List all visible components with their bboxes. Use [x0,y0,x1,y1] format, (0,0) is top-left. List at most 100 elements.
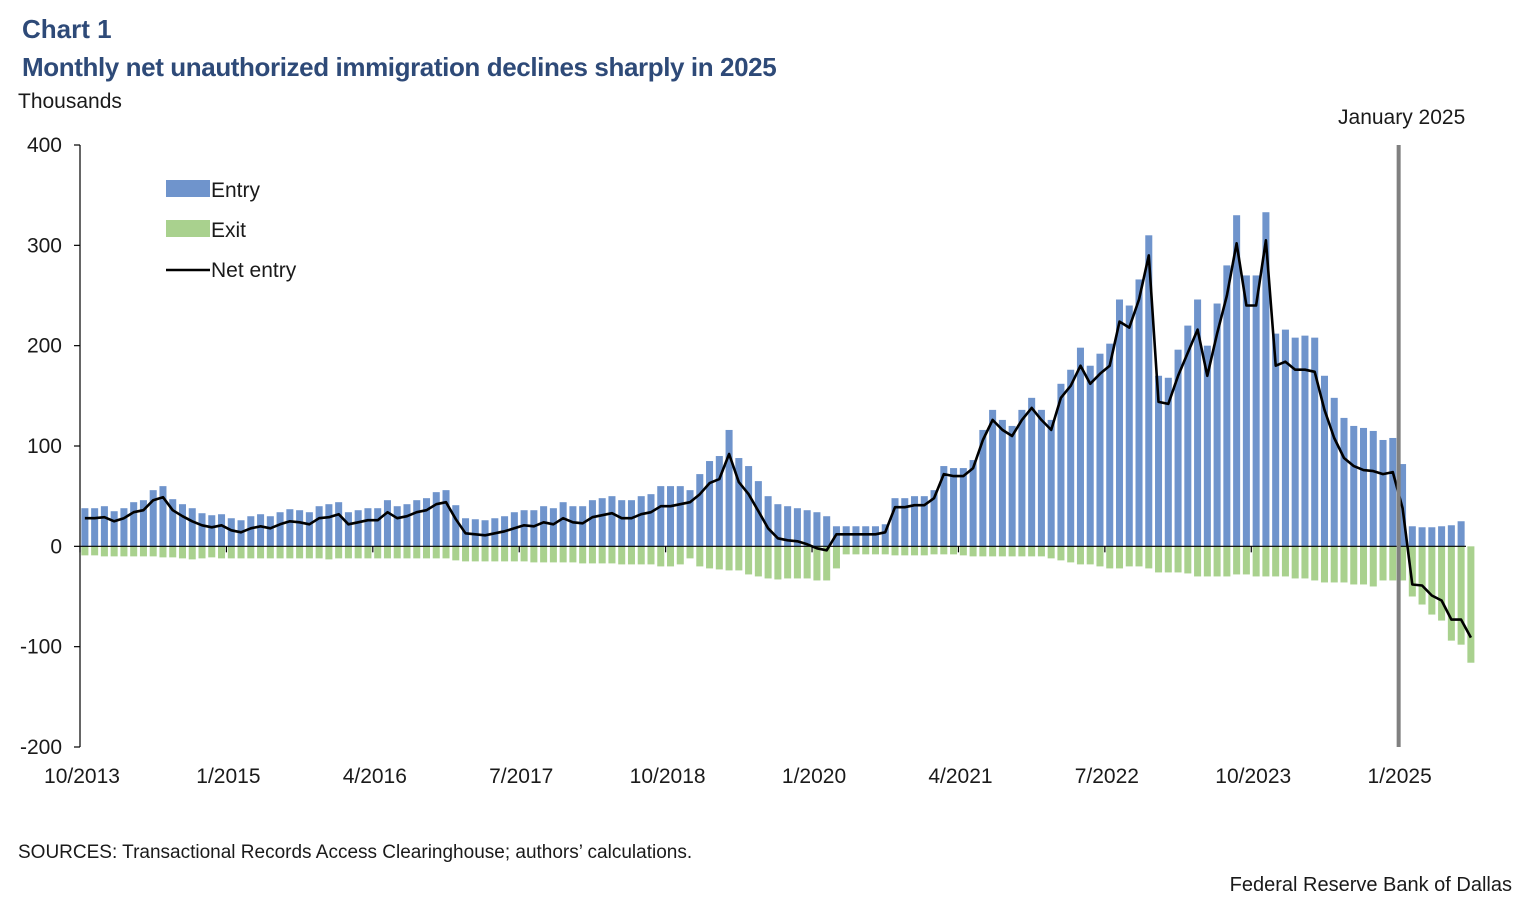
exit-bar [715,546,723,570]
exit-bar [510,546,518,562]
exit-bar [1418,546,1426,605]
exit-bar [1223,546,1231,577]
exit-bar [1096,546,1104,567]
x-tick-label: 4/2016 [343,765,407,788]
entry-bar [198,513,206,547]
exit-bar [305,546,313,559]
exit-bar [237,546,245,559]
entry-bar [784,506,792,547]
exit-bar [247,546,255,559]
entry-bar [803,510,811,547]
exit-bar [178,546,186,559]
chart-label: Chart 1 [22,14,112,44]
exit-bar [1213,546,1221,577]
entry-bar [81,508,89,547]
entry-bar [169,499,177,547]
exit-bar [227,546,235,559]
x-tick-label: 10/2018 [630,765,706,788]
entry-bar [188,508,196,547]
x-tick-label: 7/2022 [1075,765,1139,788]
entry-bar [1213,303,1221,547]
exit-bar [852,546,860,555]
entry-bar [305,512,313,547]
exit-bar [667,546,675,567]
entry-bar [1233,215,1241,547]
exit-bar [1457,546,1465,645]
entry-bar [1164,377,1172,547]
exit-bar [823,546,831,581]
legend-exit-label: Exit [211,219,246,242]
entry-bar [364,508,372,547]
y-tick-label: 300 [27,234,62,257]
entry-bar [901,498,909,547]
entry-bar [354,510,362,547]
exit-bar [754,546,762,577]
exit-bar [100,546,108,557]
exit-bar [706,546,714,569]
exit-bar [1252,546,1260,577]
entry-bar [1076,347,1084,547]
entry-bar [911,496,919,547]
entry-bar [227,518,235,547]
entry-bar [891,498,899,547]
y-tick-label: 200 [27,335,62,358]
entry-bar [1350,425,1358,547]
exit-bar [735,546,743,571]
entry-bar [247,516,255,547]
exit-bar [1447,546,1455,641]
legend-net-entry-label: Net entry [211,259,297,282]
entry-bar [637,496,645,547]
exit-bar [432,546,440,559]
exit-bar [1067,546,1075,563]
entry-bar [686,490,694,547]
entry-bar [520,510,528,547]
exit-bar [1106,546,1114,569]
entry-bar [335,502,343,547]
exit-bar [725,546,733,571]
entry-bar [1301,335,1309,547]
entry-bar [139,500,147,547]
exit-bar [462,546,470,562]
chart-title: Monthly net unauthorized immigration dec… [22,52,777,82]
entry-bar [1067,369,1075,547]
exit-bar [862,546,870,555]
entry-bar [110,511,118,547]
entry-bar [862,526,870,547]
exit-bar [959,546,967,556]
entry-bar [530,510,538,547]
entry-bar [959,468,967,547]
exit-bar [1242,546,1250,575]
exit-bar [335,546,343,559]
exit-bar [1086,546,1094,565]
entry-bar [208,515,216,547]
exit-bar [1281,546,1289,577]
exit-bar [618,546,626,565]
entry-bar [657,486,665,547]
entry-bar [745,466,753,547]
exit-bar [198,546,206,559]
entry-bar [627,500,635,547]
entry-bar [1086,365,1094,547]
entry-bar [1135,279,1143,547]
exit-bar [501,546,509,562]
exit-bar [1155,546,1163,573]
exit-bar [91,546,99,556]
entry-bar [823,516,831,547]
exit-bar [169,546,177,558]
entry-bar [422,498,431,547]
exit-bar [218,546,226,559]
entry-bar [1428,527,1436,547]
entry-bar [735,458,743,547]
net-entry-line [84,239,1473,639]
entry-bar [793,508,801,547]
y-tick-label: 0 [50,535,62,558]
entry-bar [588,500,596,547]
entry-bar [871,526,879,547]
entry-bar [1174,349,1182,547]
exit-bar [832,546,840,569]
entry-bar [842,526,850,547]
exit-bar [1233,546,1241,575]
exit-bar [676,546,684,565]
entry-bar [1115,299,1124,547]
exit-bar [1047,546,1055,559]
